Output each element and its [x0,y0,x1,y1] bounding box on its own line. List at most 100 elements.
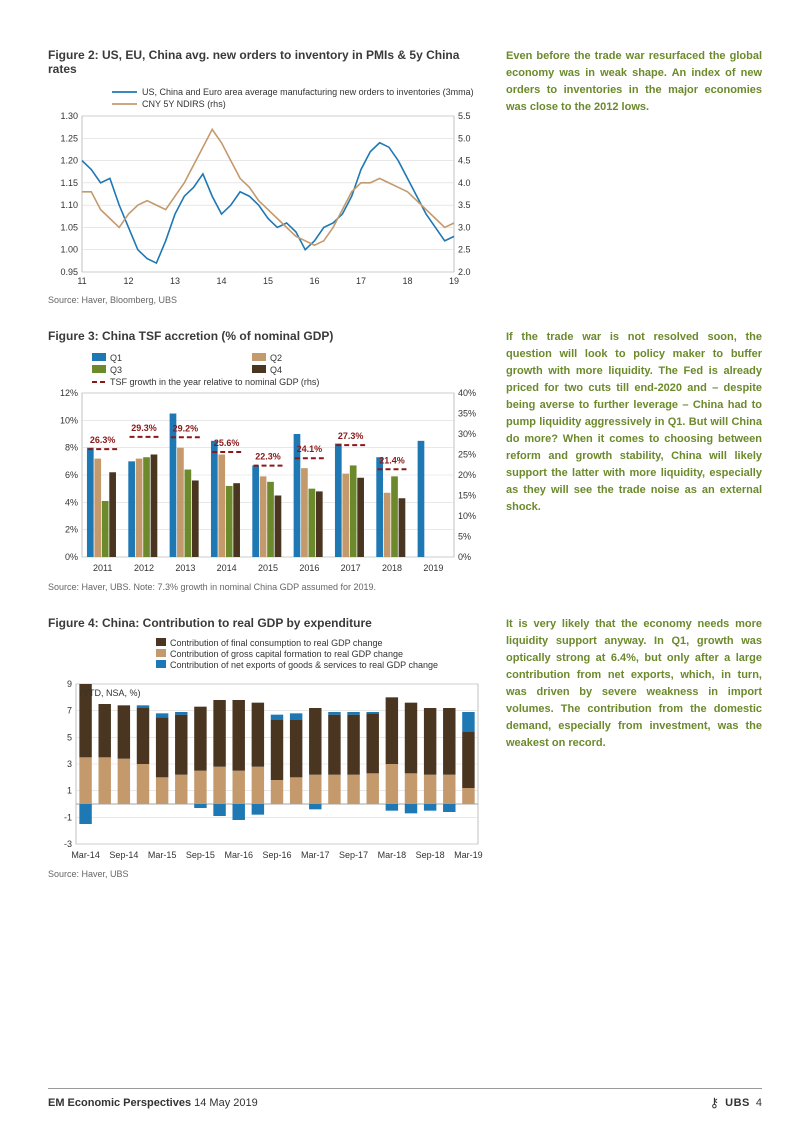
svg-text:2011: 2011 [93,563,112,573]
svg-text:2%: 2% [65,525,78,535]
figure-3-svg: 0%2%4%6%8%10%12%0%5%10%15%20%25%30%35%40… [48,349,488,579]
svg-text:30%: 30% [458,429,476,439]
figure-2-side-text: Even before the trade war resurfaced the… [506,48,762,305]
svg-text:35%: 35% [458,409,476,419]
svg-text:Sep-15: Sep-15 [186,850,215,860]
svg-text:29.3%: 29.3% [131,423,157,433]
svg-text:18: 18 [402,276,412,286]
svg-text:22.3%: 22.3% [255,452,281,462]
svg-text:25.6%: 25.6% [214,438,240,448]
svg-text:2013: 2013 [175,563,195,573]
footer-right: ⚷ UBS 4 [710,1095,762,1111]
svg-text:Sep-14: Sep-14 [109,850,138,860]
svg-text:21.4%: 21.4% [379,455,405,465]
svg-text:Sep-16: Sep-16 [262,850,291,860]
footer-left: EM Economic Perspectives 14 May 2019 [48,1097,258,1109]
figure-3-chart: 0%2%4%6%8%10%12%0%5%10%15%20%25%30%35%40… [48,349,488,579]
svg-text:16: 16 [309,276,319,286]
svg-text:5: 5 [67,732,72,742]
svg-text:Q2: Q2 [270,353,282,363]
figure-2-source: Source: Haver, Bloomberg, UBS [48,295,488,305]
svg-text:Sep-17: Sep-17 [339,850,368,860]
svg-text:4.5: 4.5 [458,156,471,166]
svg-text:15%: 15% [458,491,476,501]
figure-4-svg: -3-113579Mar-14Sep-14Mar-15Sep-15Mar-16S… [48,636,488,866]
svg-text:1: 1 [67,786,72,796]
figure-4-title: Figure 4: China: Contribution to real GD… [48,616,488,630]
svg-text:3.5: 3.5 [458,200,471,210]
svg-text:24.1%: 24.1% [297,444,323,454]
svg-text:0.95: 0.95 [60,267,78,277]
svg-text:Mar-15: Mar-15 [148,850,177,860]
svg-text:12%: 12% [60,388,78,398]
svg-text:CNY 5Y NDIRS (rhs): CNY 5Y NDIRS (rhs) [142,99,226,109]
svg-text:2018: 2018 [382,563,402,573]
figure-3-source: Source: Haver, UBS. Note: 7.3% growth in… [48,582,488,592]
figure-3-title: Figure 3: China TSF accretion (% of nomi… [48,329,488,343]
svg-text:Mar-14: Mar-14 [71,850,100,860]
svg-text:Mar-17: Mar-17 [301,850,330,860]
svg-text:2.5: 2.5 [458,245,471,255]
svg-text:25%: 25% [458,450,476,460]
svg-text:15: 15 [263,276,273,286]
figure-4-side-text: It is very likely that the economy needs… [506,616,762,879]
svg-text:1.05: 1.05 [60,222,78,232]
svg-text:-3: -3 [64,839,72,849]
svg-text:19: 19 [449,276,459,286]
svg-text:1.00: 1.00 [60,245,78,255]
svg-text:2012: 2012 [134,563,154,573]
svg-text:Contribution of final consumpt: Contribution of final consumption to rea… [170,638,382,648]
figure-4-left: Figure 4: China: Contribution to real GD… [48,616,488,879]
svg-text:9: 9 [67,679,72,689]
figure-2-title: Figure 2: US, EU, China avg. new orders … [48,48,488,76]
svg-text:(YTD, NSA, %): (YTD, NSA, %) [80,688,141,698]
svg-text:27.3%: 27.3% [338,431,364,441]
svg-text:1.25: 1.25 [60,133,78,143]
svg-text:3.0: 3.0 [458,222,471,232]
svg-text:7: 7 [67,706,72,716]
svg-text:Q1: Q1 [110,353,122,363]
ubs-logo: UBS [725,1097,750,1109]
ubs-keys-icon: ⚷ [710,1095,720,1111]
svg-text:8%: 8% [65,443,78,453]
svg-text:1.20: 1.20 [60,156,78,166]
footer-title: EM Economic Perspectives [48,1097,191,1109]
figure-4-block: Figure 4: China: Contribution to real GD… [48,616,762,879]
svg-text:Contribution of net exports of: Contribution of net exports of goods & s… [170,660,438,670]
svg-text:29.2%: 29.2% [173,423,199,433]
svg-text:1.10: 1.10 [60,200,78,210]
svg-text:0%: 0% [65,552,78,562]
svg-text:Q3: Q3 [110,365,122,375]
svg-text:20%: 20% [458,470,476,480]
svg-text:26.3%: 26.3% [90,435,116,445]
svg-text:6%: 6% [65,470,78,480]
svg-text:1.15: 1.15 [60,178,78,188]
svg-text:12: 12 [123,276,133,286]
svg-text:4%: 4% [65,497,78,507]
figure-2-block: Figure 2: US, EU, China avg. new orders … [48,48,762,305]
svg-text:11: 11 [77,276,86,286]
svg-text:Mar-18: Mar-18 [378,850,407,860]
figure-3-side-text: If the trade war is not resolved soon, t… [506,329,762,592]
svg-text:Contribution of gross capital: Contribution of gross capital formation … [170,649,403,659]
svg-text:4.0: 4.0 [458,178,471,188]
page-number: 4 [756,1097,762,1109]
svg-text:2016: 2016 [299,563,319,573]
svg-text:13: 13 [170,276,180,286]
svg-text:5%: 5% [458,532,471,542]
svg-text:US, China and Euro area averag: US, China and Euro area average manufact… [142,87,474,97]
svg-text:Mar-19: Mar-19 [454,850,483,860]
footer-date: 14 May 2019 [191,1097,258,1109]
svg-text:2014: 2014 [217,563,237,573]
svg-text:-1: -1 [64,812,72,822]
figure-2-svg: 0.951.001.051.101.151.201.251.302.02.53.… [48,82,488,292]
figure-4-source: Source: Haver, UBS [48,869,488,879]
svg-text:TSF growth in the year relativ: TSF growth in the year relative to nomin… [110,377,319,387]
svg-text:2.0: 2.0 [458,267,471,277]
svg-text:14: 14 [216,276,226,286]
svg-text:3: 3 [67,759,72,769]
figure-2-chart: 0.951.001.051.101.151.201.251.302.02.53.… [48,82,488,292]
svg-text:Q4: Q4 [270,365,282,375]
figure-4-chart: -3-113579Mar-14Sep-14Mar-15Sep-15Mar-16S… [48,636,488,866]
svg-text:2017: 2017 [341,563,361,573]
